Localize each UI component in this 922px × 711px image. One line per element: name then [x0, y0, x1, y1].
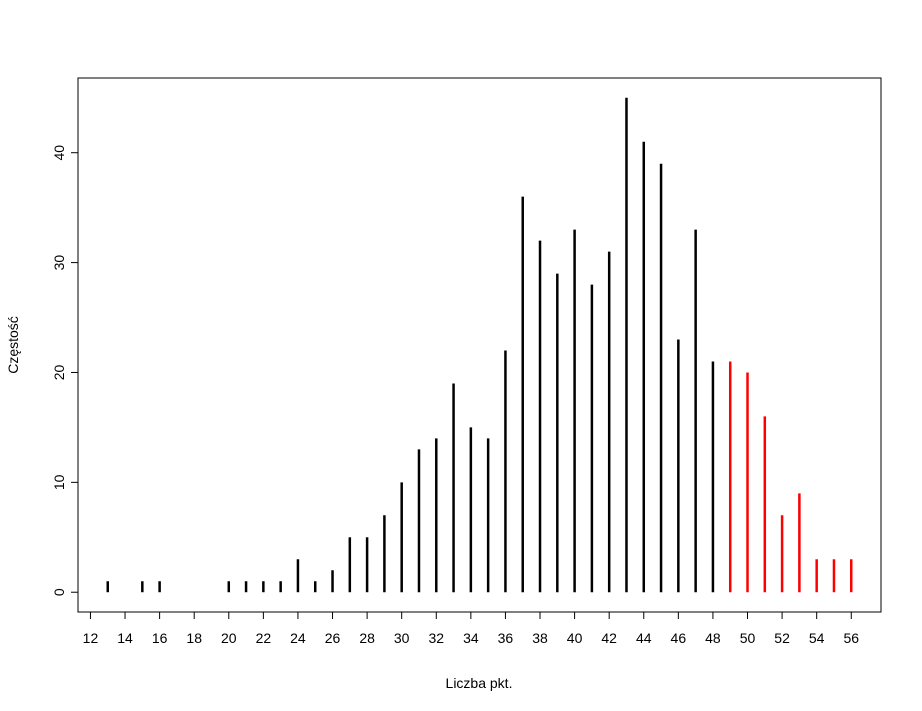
x-tick-label: 16 [152, 630, 168, 646]
x-tick-label: 24 [290, 630, 306, 646]
x-tick-label: 32 [428, 630, 444, 646]
x-tick-label: 44 [636, 630, 652, 646]
x-tick-label: 12 [83, 630, 99, 646]
y-tick-label: 30 [51, 255, 67, 271]
x-tick-label: 40 [567, 630, 583, 646]
x-tick-label: 28 [359, 630, 375, 646]
y-tick-label: 10 [51, 474, 67, 490]
x-tick-label: 22 [256, 630, 272, 646]
x-tick-label: 54 [809, 630, 825, 646]
x-tick-label: 14 [117, 630, 133, 646]
x-tick-label: 38 [532, 630, 548, 646]
x-tick-label: 56 [843, 630, 859, 646]
x-tick-label: 20 [221, 630, 237, 646]
y-axis-label: Częstość [5, 316, 21, 374]
x-tick-label: 50 [740, 630, 756, 646]
x-tick-label: 48 [705, 630, 721, 646]
plot-frame [77, 77, 882, 613]
x-tick-label: 46 [671, 630, 687, 646]
x-tick-label: 34 [463, 630, 479, 646]
x-tick-label: 30 [394, 630, 410, 646]
y-tick-label: 0 [51, 588, 67, 596]
y-tick-label: 40 [51, 145, 67, 161]
x-tick-label: 26 [325, 630, 341, 646]
x-tick-label: 36 [498, 630, 514, 646]
x-axis-label: Liczba pkt. [446, 675, 513, 691]
x-tick-label: 18 [186, 630, 202, 646]
x-tick-label: 42 [601, 630, 617, 646]
x-tick-label: 52 [774, 630, 790, 646]
y-tick-label: 20 [51, 364, 67, 380]
